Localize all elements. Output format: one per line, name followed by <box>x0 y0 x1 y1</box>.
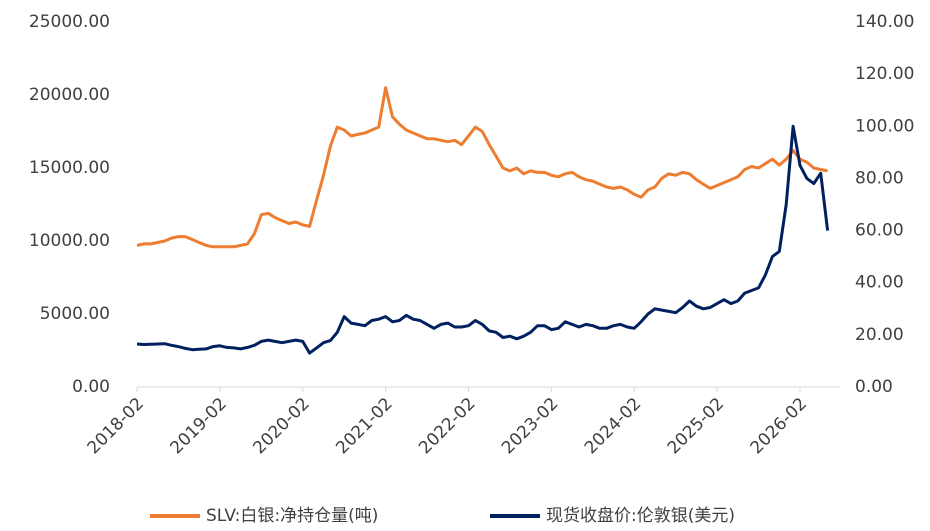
y2-tick-label: 0.00 <box>855 377 893 397</box>
y-tick-label: 0.00 <box>72 377 110 397</box>
y-tick-label: 10000.00 <box>29 231 110 251</box>
legend-label: 现货收盘价:伦敦银(美元) <box>546 506 735 526</box>
y-tick-label: 5000.00 <box>40 304 110 324</box>
series-line <box>136 86 828 249</box>
y-tick-label: 25000.00 <box>29 12 110 32</box>
legend-label: SLV:白银:净持仓量(吨) <box>206 506 378 526</box>
y2-tick-label: 40.00 <box>855 273 904 293</box>
y-tick-label: 20000.00 <box>29 85 110 105</box>
x-tick-label: 2021-02 <box>332 394 396 458</box>
y2-tick-label: 120.00 <box>855 64 914 84</box>
series-line <box>136 124 830 355</box>
y2-tick-label: 20.00 <box>855 325 904 345</box>
x-tick-label: 2025-02 <box>664 394 728 458</box>
y2-tick-label: 140.00 <box>855 12 914 32</box>
x-tick-label: 2018-02 <box>84 394 148 458</box>
x-tick-label: 2020-02 <box>249 394 313 458</box>
y-tick-label: 15000.00 <box>29 158 110 178</box>
x-tick-label: 2024-02 <box>581 394 645 458</box>
x-tick-label: 2019-02 <box>167 394 231 458</box>
x-tick-label: 2026-02 <box>747 394 811 458</box>
y2-tick-label: 60.00 <box>855 221 904 241</box>
y2-tick-label: 100.00 <box>855 116 914 136</box>
x-tick-label: 2023-02 <box>498 394 562 458</box>
x-tick-label: 2022-02 <box>415 394 479 458</box>
y2-tick-label: 80.00 <box>855 168 904 188</box>
